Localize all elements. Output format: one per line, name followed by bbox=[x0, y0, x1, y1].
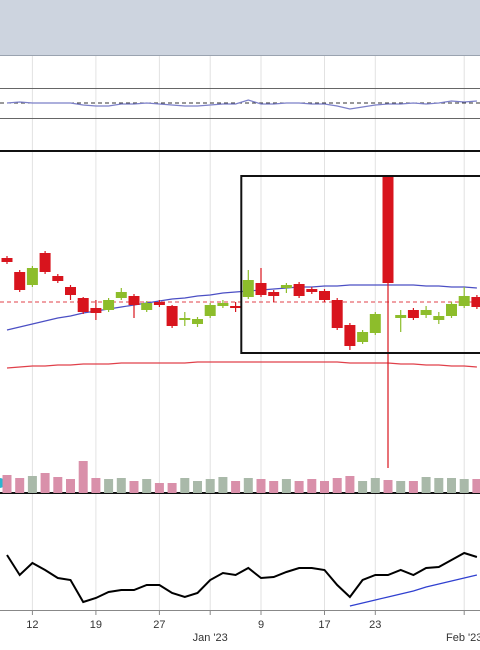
volume-bar bbox=[345, 476, 355, 493]
series-line bbox=[6, 551, 478, 604]
volume-bar bbox=[53, 477, 63, 493]
candle-body bbox=[395, 315, 407, 318]
volume-bar bbox=[66, 479, 75, 493]
volume-bar bbox=[421, 477, 431, 493]
candle-body bbox=[115, 292, 127, 298]
candle-body bbox=[293, 284, 305, 296]
volume-bar bbox=[116, 478, 126, 493]
candle-body bbox=[230, 306, 242, 308]
volume-bar bbox=[243, 478, 253, 493]
volume-bar bbox=[408, 481, 418, 493]
volume-bar bbox=[459, 479, 469, 493]
volume-bar bbox=[2, 475, 12, 493]
volume-bar bbox=[320, 481, 329, 493]
volume-bar bbox=[294, 481, 304, 493]
series-line bbox=[6, 361, 477, 369]
candle-body bbox=[179, 318, 191, 320]
candle-body bbox=[458, 296, 470, 306]
candle-body bbox=[407, 310, 419, 318]
candle-body bbox=[319, 291, 330, 300]
candle-body bbox=[357, 332, 369, 342]
candle-body bbox=[26, 268, 38, 285]
toolbar bbox=[0, 0, 480, 55]
candle-body bbox=[204, 305, 216, 316]
candle-body bbox=[382, 176, 394, 283]
x-tick-label: 12 bbox=[26, 619, 38, 631]
volume-bar bbox=[358, 481, 368, 493]
x-tick-label: 27 bbox=[153, 619, 165, 631]
volume-bar bbox=[256, 479, 266, 493]
candle-body bbox=[369, 314, 381, 333]
candle-body bbox=[242, 280, 254, 297]
candle-body bbox=[420, 310, 432, 315]
volume-bar bbox=[142, 479, 152, 493]
candle-body bbox=[153, 302, 165, 305]
candle-body bbox=[52, 276, 64, 281]
volume-bar bbox=[447, 478, 456, 493]
candle-body bbox=[103, 300, 115, 310]
volume-bar bbox=[129, 481, 139, 493]
series-line bbox=[6, 99, 477, 110]
volume-bar bbox=[370, 478, 380, 493]
grid bbox=[31, 56, 465, 610]
candle-body bbox=[14, 272, 26, 290]
box bbox=[240, 175, 480, 354]
volume-bar bbox=[154, 483, 164, 493]
x-tick-label: 9 bbox=[258, 619, 264, 631]
candle-body bbox=[255, 283, 267, 295]
volume-bar bbox=[205, 479, 215, 493]
candle-body bbox=[141, 303, 153, 310]
x-tick-label: 23 bbox=[369, 619, 381, 631]
candle-body bbox=[446, 304, 457, 316]
volume-bar bbox=[472, 479, 480, 493]
candle-body bbox=[280, 285, 292, 288]
volume-bar bbox=[281, 479, 291, 493]
volume-bar bbox=[193, 481, 202, 493]
candle-body bbox=[65, 287, 76, 295]
volume-bar bbox=[434, 478, 444, 493]
volume-bar bbox=[396, 481, 406, 493]
x-tick-label: Feb '23 bbox=[446, 632, 480, 644]
volume-bar bbox=[167, 483, 177, 493]
x-tick-label: Jan '23 bbox=[193, 632, 228, 644]
candle-body bbox=[128, 296, 140, 305]
volume-bar bbox=[269, 481, 279, 493]
x-tick-label: 17 bbox=[318, 619, 330, 631]
volume-bar bbox=[15, 478, 25, 493]
volume-bar bbox=[231, 481, 241, 493]
candle-body bbox=[331, 300, 343, 328]
volume-bar bbox=[383, 480, 393, 493]
x-tick-label: 19 bbox=[90, 619, 102, 631]
volume-bar bbox=[180, 478, 190, 493]
volume-bar bbox=[332, 478, 342, 493]
candle-body bbox=[90, 308, 102, 313]
candle-body bbox=[268, 292, 280, 296]
candle-body bbox=[433, 316, 445, 320]
volume-bar bbox=[91, 478, 101, 493]
volume-bar bbox=[40, 473, 50, 493]
plot: 12 19 27 Jan '23 9 17 23 Feb '23 bbox=[0, 99, 480, 644]
candle-body bbox=[1, 258, 13, 262]
candle-body bbox=[77, 298, 89, 312]
candle-body bbox=[306, 289, 318, 292]
series-line bbox=[349, 574, 478, 607]
candle-body bbox=[217, 303, 229, 306]
candle-body bbox=[471, 297, 480, 307]
candle-body bbox=[39, 253, 51, 272]
volume-bar bbox=[218, 477, 228, 493]
volume-bar bbox=[27, 476, 37, 493]
candle-body bbox=[166, 306, 178, 326]
volume-bar bbox=[78, 461, 88, 493]
volume-bar bbox=[104, 479, 114, 493]
candle-body bbox=[192, 319, 203, 324]
candle-body bbox=[344, 325, 356, 346]
volume-bar bbox=[307, 479, 317, 493]
